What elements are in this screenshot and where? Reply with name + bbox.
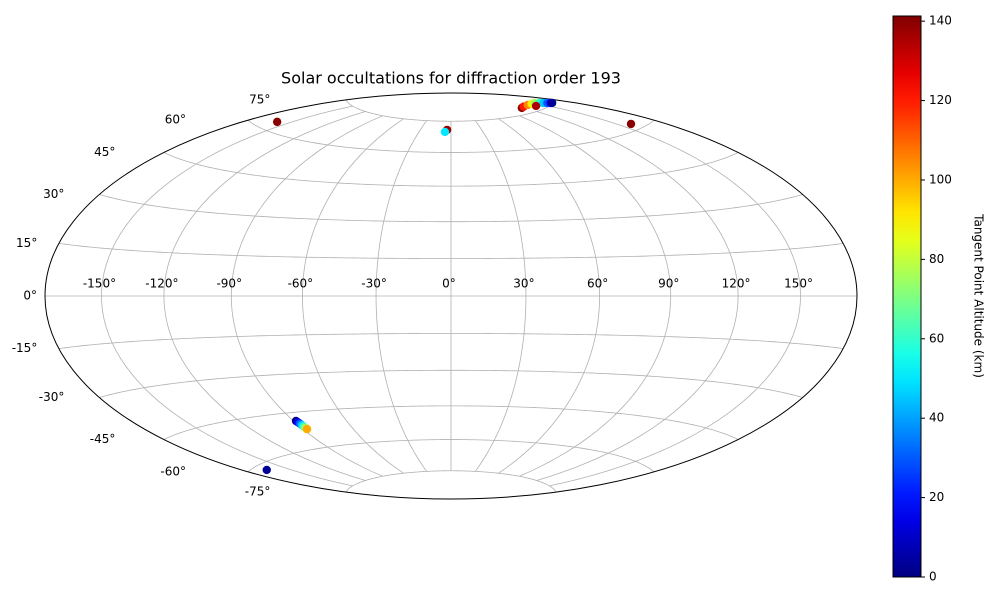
chart-title: Solar occultations for diffraction order… [281, 69, 621, 88]
point [626, 119, 636, 129]
x-tick-label: -30° [361, 277, 387, 291]
point [440, 127, 450, 137]
colorbar-tick-label: 20 [929, 490, 944, 504]
grid-line [536, 111, 739, 481]
y-tick-label: -75° [245, 485, 271, 499]
colorbar [892, 15, 922, 578]
x-tick-label: 150° [784, 277, 813, 291]
x-tick-label: 90° [658, 277, 679, 291]
point [272, 117, 282, 127]
point [547, 98, 557, 108]
colorbar-tick-label: 120 [929, 93, 952, 107]
points [262, 98, 636, 475]
y-tick-label: -45° [90, 432, 116, 446]
x-tick-label: -90° [216, 277, 242, 291]
y-tick-label: 60° [165, 113, 186, 127]
graticule [45, 99, 857, 493]
colorbar-tick-label: 60 [929, 331, 944, 345]
point [531, 101, 541, 111]
colorbar-tick-label: 80 [929, 252, 944, 266]
colorbar-tick-label: 0 [929, 570, 937, 584]
grid-line [375, 120, 427, 472]
map-outline [44, 92, 858, 500]
y-tick-label: 15° [16, 236, 37, 250]
colorbar-tick-label: 100 [929, 172, 952, 186]
grid-line [101, 105, 353, 487]
point [302, 424, 312, 434]
grid-line [549, 105, 801, 487]
x-tick-label: 0° [442, 277, 456, 291]
grid-line [498, 118, 601, 474]
point [262, 465, 271, 475]
y-tick-label: 30° [43, 187, 64, 201]
grid-line [301, 118, 404, 474]
colorbar-label: Tangent Point Altitude (km) [972, 213, 986, 378]
x-tick-label: -60° [288, 277, 314, 291]
y-tick-label: 0° [23, 289, 37, 303]
y-tick-label: 75° [249, 92, 270, 106]
y-tick-label: -15° [12, 341, 38, 355]
grid-line [519, 115, 672, 477]
x-tick-label: 60° [587, 277, 608, 291]
y-tick-label: -60° [160, 464, 186, 478]
y-tick-label: 45° [94, 145, 115, 159]
x-tick-label: 120° [722, 277, 751, 291]
y-tick-label: -30° [39, 390, 65, 404]
colorbar-tick-label: 140 [929, 14, 952, 28]
colorbar-tick-label: 40 [929, 411, 944, 425]
grid-line [475, 120, 527, 472]
x-tick-label: -150° [83, 277, 116, 291]
x-tick-label: -120° [145, 277, 178, 291]
grid-line [163, 111, 366, 481]
x-tick-label: 30° [513, 277, 534, 291]
